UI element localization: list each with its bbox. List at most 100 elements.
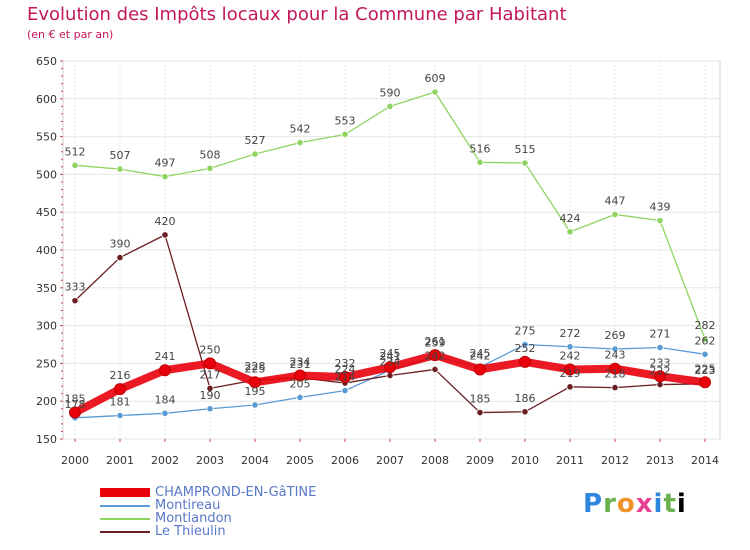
legend-item-montlandon: Montlandon	[100, 512, 316, 525]
x-tick-label: 2007	[376, 454, 404, 467]
data-label-2: 497	[155, 157, 176, 170]
data-label-0: 225	[245, 362, 266, 375]
data-point-2	[476, 158, 484, 166]
data-label-1: 245	[470, 347, 491, 360]
data-label-2: 507	[110, 149, 131, 162]
data-point-2	[161, 173, 169, 181]
y-tick-label: 200	[36, 395, 57, 408]
data-point-2	[656, 216, 664, 225]
y-tick-label: 500	[36, 168, 57, 181]
data-label-1: 275	[515, 325, 536, 338]
data-label-3: 223	[695, 364, 716, 377]
data-label-0: 242	[470, 349, 491, 362]
data-point-2	[341, 130, 349, 138]
data-point-3	[116, 253, 124, 262]
data-point-3	[431, 365, 439, 374]
data-label-0: 250	[200, 343, 221, 356]
data-point-2	[566, 228, 574, 236]
legend-label-champrond: CHAMPROND-EN-GâTINE	[155, 485, 317, 500]
data-point-2	[431, 88, 439, 96]
data-point-0	[429, 349, 441, 362]
y-tick-label: 650	[36, 55, 57, 68]
data-label-1: 178	[65, 398, 86, 411]
data-label-1: 195	[245, 385, 266, 398]
data-point-2	[251, 150, 259, 158]
data-point-2	[116, 165, 124, 173]
data-label-3: 390	[110, 238, 131, 251]
chart-title: Evolution des Impôts locaux pour la Comm…	[27, 4, 567, 25]
data-label-0: 245	[380, 347, 401, 360]
data-label-1: 181	[110, 396, 131, 409]
y-tick-label: 250	[36, 357, 57, 370]
y-tick-label: 400	[36, 244, 57, 257]
data-label-1: 271	[650, 328, 671, 341]
x-tick-label: 2012	[601, 454, 629, 467]
data-label-0: 252	[515, 342, 536, 355]
x-tick-label: 2013	[646, 454, 674, 467]
y-tick-label: 600	[36, 93, 57, 106]
data-label-3: 186	[515, 392, 536, 405]
data-point-2	[71, 161, 79, 169]
data-label-2: 424	[560, 212, 581, 225]
data-label-0: 242	[560, 349, 581, 362]
data-label-2: 282	[695, 319, 716, 332]
data-label-1: 214	[335, 371, 356, 384]
data-point-0	[474, 363, 486, 376]
data-point-3	[386, 371, 394, 380]
data-point-1	[206, 405, 214, 413]
data-point-2	[701, 335, 709, 343]
y-tick-label: 550	[36, 131, 57, 144]
data-label-1: 272	[560, 327, 581, 340]
data-point-1	[116, 411, 124, 420]
x-tick-label: 2001	[106, 454, 134, 467]
data-point-0	[159, 364, 171, 377]
data-point-1	[701, 350, 709, 358]
x-tick-label: 2008	[421, 454, 449, 467]
data-label-0: 243	[605, 349, 626, 362]
data-label-3: 222	[650, 365, 671, 378]
data-point-0	[294, 369, 306, 382]
data-point-1	[566, 343, 574, 351]
data-label-0: 241	[155, 350, 176, 363]
x-tick-label: 2002	[151, 454, 179, 467]
data-label-3: 185	[470, 393, 491, 406]
chart-subtitle: (en € et par an)	[27, 28, 114, 41]
data-point-0	[564, 363, 576, 376]
data-label-0: 216	[110, 369, 131, 382]
data-point-2	[521, 159, 529, 167]
data-point-0	[609, 362, 621, 375]
data-label-1: 269	[605, 329, 626, 342]
legend-label-montireau: Montireau	[155, 498, 221, 513]
data-point-0	[519, 355, 531, 368]
data-label-0: 234	[290, 355, 311, 368]
data-point-3	[656, 380, 664, 389]
data-label-3: 420	[155, 215, 176, 228]
legend: CHAMPROND-EN-GâTINE Montireau Montlandon…	[100, 486, 316, 538]
x-tick-label: 2010	[511, 454, 539, 467]
legend-label-montlandon: Montlandon	[155, 511, 232, 526]
data-point-1	[341, 387, 349, 395]
legend-swatch-montlandon	[100, 517, 150, 520]
x-tick-label: 2003	[196, 454, 224, 467]
data-label-2: 609	[425, 72, 446, 85]
legend-item-le-thieulin: Le Thieulin	[100, 525, 316, 538]
x-tick-label: 2000	[61, 454, 89, 467]
legend-item-champrond: CHAMPROND-EN-GâTINE	[100, 486, 316, 499]
data-point-0	[249, 376, 261, 389]
data-label-1: 241	[380, 350, 401, 363]
data-label-1: 259	[425, 337, 446, 350]
data-point-1	[611, 345, 619, 353]
data-point-2	[296, 139, 304, 147]
data-point-3	[521, 408, 529, 416]
data-label-1: 184	[155, 393, 176, 406]
data-point-2	[611, 210, 619, 219]
x-tick-label: 2014	[691, 454, 719, 467]
data-label-0: 261	[425, 335, 446, 348]
x-tick-label: 2009	[466, 454, 494, 467]
data-point-1	[251, 401, 259, 409]
data-point-0	[204, 357, 216, 370]
data-label-3: 234	[380, 355, 401, 368]
data-label-3: 224	[335, 363, 356, 376]
x-tick-label: 2004	[241, 454, 269, 467]
